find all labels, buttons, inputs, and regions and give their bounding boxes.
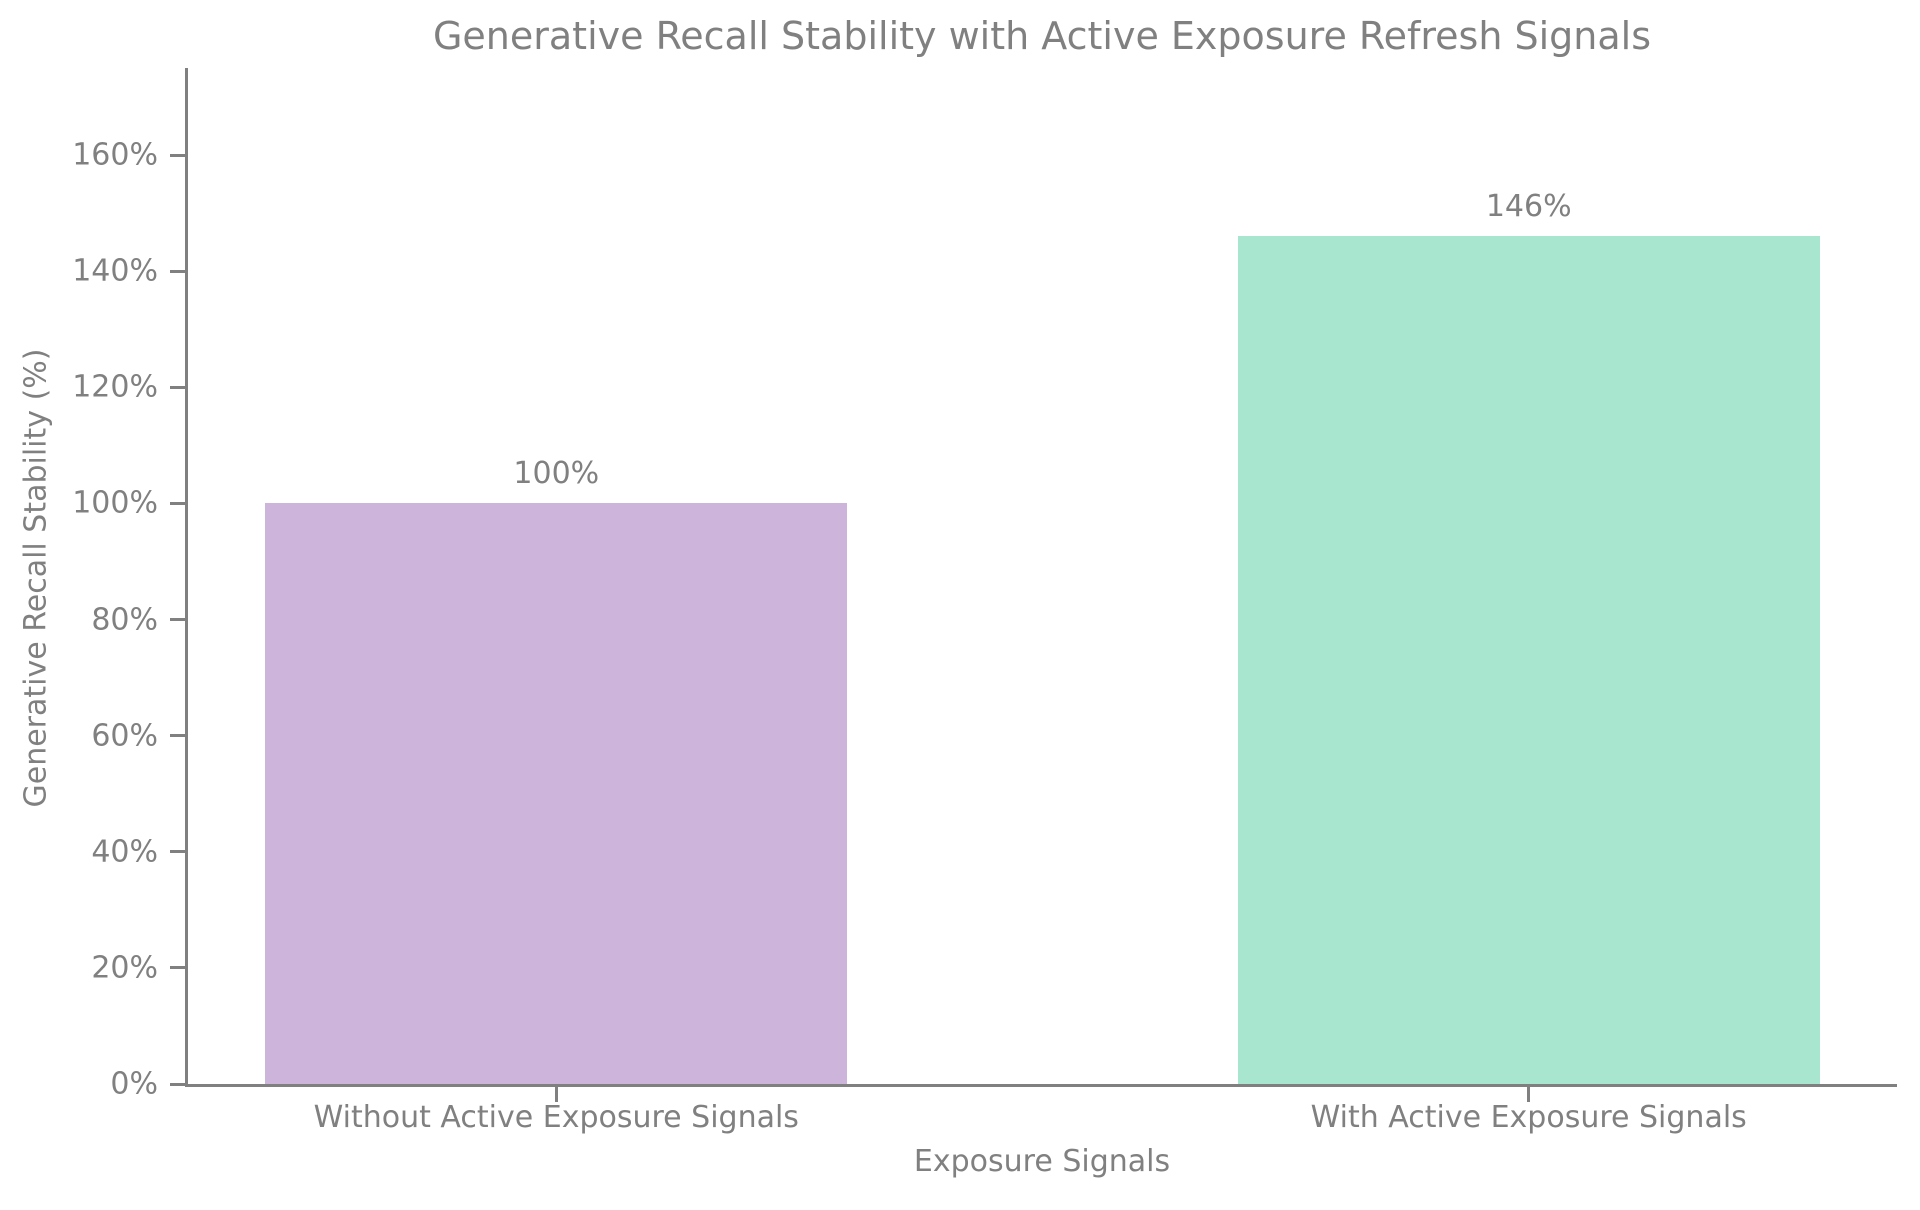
y-tick-mark <box>170 385 185 389</box>
y-tick-mark <box>170 269 185 273</box>
bar <box>265 503 848 1084</box>
bar-value-label: 146% <box>1485 189 1572 225</box>
y-tick-mark <box>170 153 185 157</box>
chart-title: Generative Recall Stability with Active … <box>432 14 1652 58</box>
y-tick-label: 60% <box>91 718 158 754</box>
bar <box>1237 236 1820 1084</box>
y-tick-label: 120% <box>72 369 158 405</box>
x-tick-mark <box>1527 1087 1531 1102</box>
x-tick-label: Without Active Exposure Signals <box>313 1100 799 1135</box>
y-tick-mark <box>170 966 185 970</box>
y-tick-label: 80% <box>91 602 158 638</box>
plot-area: 0% 20% 40% 60% 80% 100% 120% 140% 160% 100% Withou… <box>72 68 1897 1135</box>
y-tick-label: 20% <box>91 950 158 986</box>
y-tick-label: 100% <box>72 485 158 521</box>
x-axis-label: Exposure Signals <box>913 1144 1171 1179</box>
y-tick-label: 0% <box>110 1066 158 1102</box>
y-tick-mark <box>170 618 185 622</box>
y-axis-label: Generative Recall Stability (%) <box>18 348 54 808</box>
y-tick-label: 140% <box>72 253 158 289</box>
y-tick-mark <box>170 850 185 854</box>
y-tick-mark <box>170 501 185 505</box>
y-tick-label: 160% <box>72 137 158 173</box>
x-tick-label: With Active Exposure Signals <box>1310 1100 1747 1135</box>
bar-value-label: 100% <box>513 456 600 492</box>
y-tick-label: 40% <box>91 834 158 870</box>
y-tick-mark <box>170 734 185 738</box>
y-tick-mark <box>170 1082 185 1086</box>
x-tick-mark <box>554 1087 558 1102</box>
